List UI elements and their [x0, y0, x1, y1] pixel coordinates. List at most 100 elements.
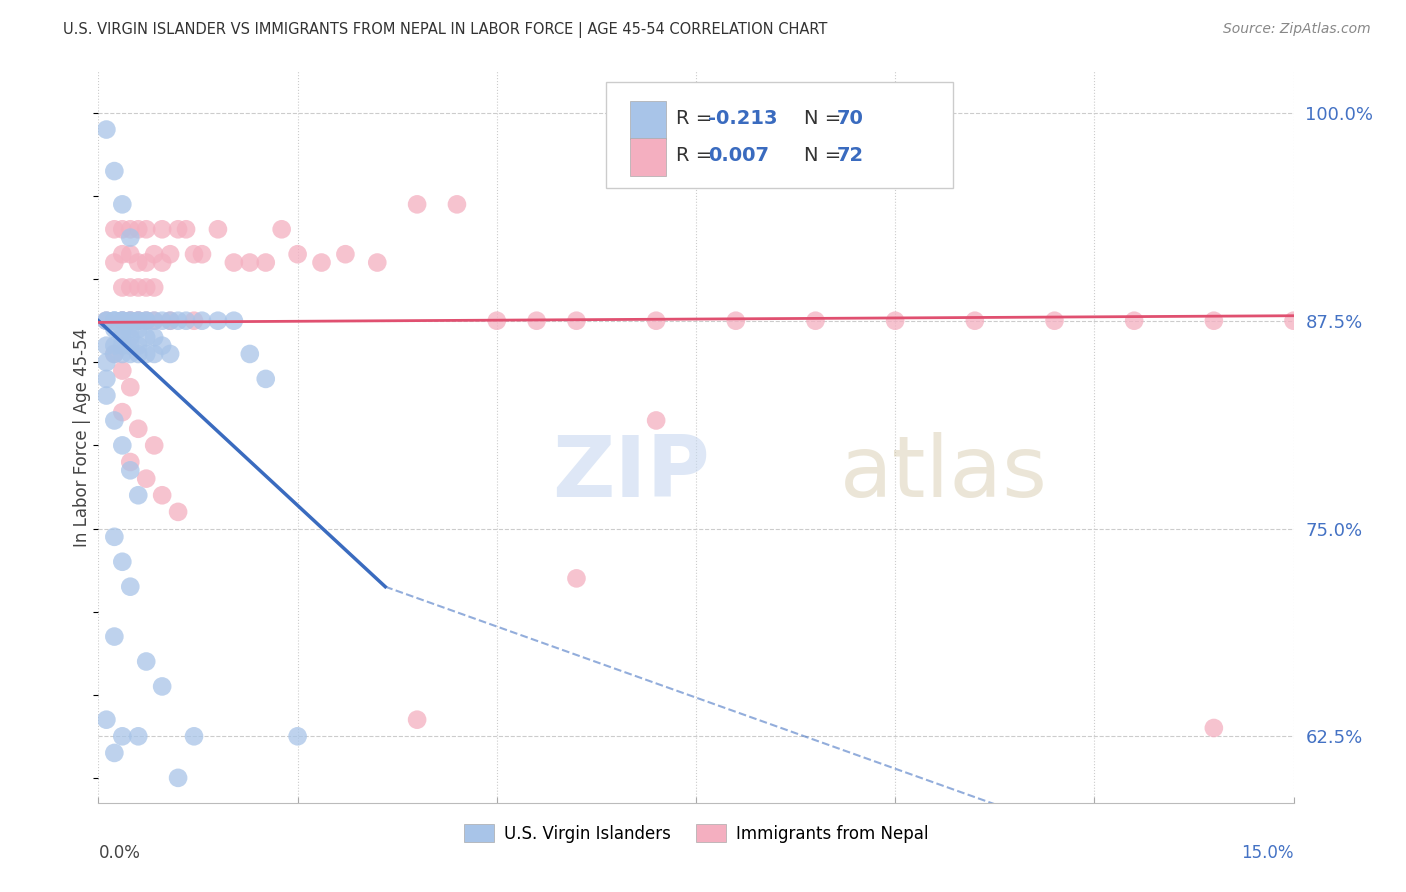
- Point: [103, 314, 125, 328]
- Point: [270, 222, 292, 236]
- Point: [103, 347, 125, 361]
- Point: [111, 314, 134, 328]
- Point: [159, 314, 181, 328]
- Text: -0.213: -0.213: [709, 109, 778, 128]
- Point: [96, 372, 118, 386]
- Point: [167, 771, 190, 785]
- Point: [127, 314, 149, 328]
- Point: [174, 314, 197, 328]
- Point: [127, 314, 149, 328]
- Point: [120, 230, 142, 244]
- Point: [167, 314, 190, 328]
- Point: [111, 338, 134, 352]
- Point: [1123, 314, 1146, 328]
- Point: [127, 347, 149, 361]
- Text: 15.0%: 15.0%: [1241, 845, 1294, 863]
- Point: [159, 247, 181, 261]
- Point: [111, 314, 134, 328]
- Point: [645, 413, 668, 427]
- Point: [103, 413, 125, 427]
- Point: [150, 314, 173, 328]
- Point: [103, 314, 125, 328]
- Text: 72: 72: [837, 146, 865, 165]
- Point: [103, 322, 125, 336]
- Point: [239, 255, 262, 269]
- Bar: [630, 138, 666, 176]
- Text: 70: 70: [837, 109, 863, 128]
- Point: [183, 247, 205, 261]
- Point: [96, 388, 118, 402]
- Point: [120, 463, 142, 477]
- Point: [645, 314, 668, 328]
- Point: [111, 330, 134, 344]
- Point: [143, 280, 166, 294]
- Point: [103, 255, 125, 269]
- Text: 0.0%: 0.0%: [98, 845, 141, 863]
- Point: [135, 314, 157, 328]
- Point: [143, 330, 166, 344]
- Point: [254, 372, 277, 386]
- Point: [111, 280, 134, 294]
- Point: [120, 580, 142, 594]
- Point: [150, 680, 173, 694]
- Point: [96, 713, 118, 727]
- Point: [127, 280, 149, 294]
- Point: [120, 314, 142, 328]
- Point: [311, 255, 333, 269]
- Point: [207, 314, 229, 328]
- Point: [150, 338, 173, 352]
- Point: [135, 280, 157, 294]
- Point: [884, 314, 907, 328]
- Point: [135, 255, 157, 269]
- Point: [127, 222, 149, 236]
- Point: [111, 555, 134, 569]
- Point: [963, 314, 986, 328]
- Point: [127, 314, 149, 328]
- Point: [96, 314, 118, 328]
- Point: [96, 338, 118, 352]
- Point: [103, 630, 125, 644]
- Point: [143, 347, 166, 361]
- Point: [120, 314, 142, 328]
- Point: [111, 314, 134, 328]
- Point: [111, 197, 134, 211]
- Point: [135, 330, 157, 344]
- Point: [120, 280, 142, 294]
- Point: [287, 247, 309, 261]
- Text: Source: ZipAtlas.com: Source: ZipAtlas.com: [1223, 22, 1371, 37]
- Text: R =: R =: [676, 109, 718, 128]
- Point: [111, 322, 134, 336]
- Point: [191, 314, 214, 328]
- Point: [111, 438, 134, 452]
- Point: [167, 505, 190, 519]
- Point: [143, 438, 166, 452]
- Point: [120, 330, 142, 344]
- Point: [135, 314, 157, 328]
- Point: [127, 338, 149, 352]
- Point: [127, 255, 149, 269]
- Point: [120, 455, 142, 469]
- Point: [96, 122, 118, 136]
- Point: [167, 222, 190, 236]
- Point: [127, 488, 149, 502]
- Point: [143, 314, 166, 328]
- Point: [135, 472, 157, 486]
- Point: [1202, 314, 1225, 328]
- Point: [120, 380, 142, 394]
- Text: U.S. VIRGIN ISLANDER VS IMMIGRANTS FROM NEPAL IN LABOR FORCE | AGE 45-54 CORRELA: U.S. VIRGIN ISLANDER VS IMMIGRANTS FROM …: [63, 22, 828, 38]
- Point: [724, 314, 747, 328]
- Point: [335, 247, 357, 261]
- Point: [159, 347, 181, 361]
- Point: [120, 314, 142, 328]
- Point: [111, 247, 134, 261]
- Point: [103, 347, 125, 361]
- Legend: U.S. Virgin Islanders, Immigrants from Nepal: U.S. Virgin Islanders, Immigrants from N…: [457, 818, 935, 849]
- Point: [406, 197, 429, 211]
- Text: atlas: atlas: [839, 432, 1047, 516]
- Point: [565, 571, 588, 585]
- FancyBboxPatch shape: [606, 82, 953, 188]
- Point: [120, 322, 142, 336]
- Point: [526, 314, 548, 328]
- Point: [222, 314, 245, 328]
- Point: [135, 314, 157, 328]
